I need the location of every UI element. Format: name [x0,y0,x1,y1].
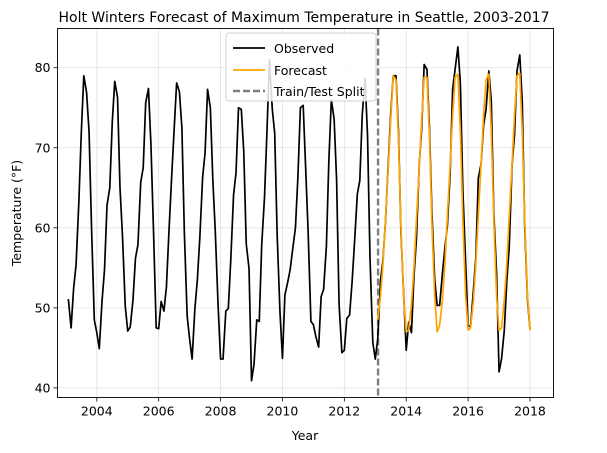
x-tick-label: 2014 [390,404,422,419]
x-tick-label: 2006 [143,404,175,419]
y-tick-label: 50 [35,300,51,315]
x-tick-label: 2008 [205,404,237,419]
series-lines [67,46,531,382]
x-tick-label: 2004 [81,404,113,419]
x-axis-ticks: 2004 2006 2008 2010 2012 2014 2016 2018 [81,397,546,419]
legend-label-split: Train/Test Split [273,84,365,99]
x-tick-label: 2016 [452,404,484,419]
grid [57,28,554,398]
y-tick-label: 80 [35,60,51,75]
x-tick-label: 2012 [328,404,360,419]
y-axis-label: Temperature (°F) [9,160,24,267]
y-tick-label: 40 [35,380,51,395]
x-tick-label: 2010 [267,404,299,419]
legend-label-observed: Observed [274,41,334,56]
legend-label-forecast: Forecast [274,63,327,78]
y-tick-label: 60 [35,220,51,235]
series-line-observed [67,46,531,382]
x-axis-label: Year [291,428,319,443]
series-line-forecast [376,72,531,333]
y-tick-label: 70 [35,140,51,155]
legend-box [225,32,377,102]
legend: Observed Forecast Train/Test Split [225,32,377,102]
chart-title: Holt Winters Forecast of Maximum Tempera… [58,10,549,26]
plot-frame [57,28,554,398]
y-axis-ticks: 40 50 60 70 80 [35,60,58,395]
x-tick-label: 2018 [514,404,546,419]
